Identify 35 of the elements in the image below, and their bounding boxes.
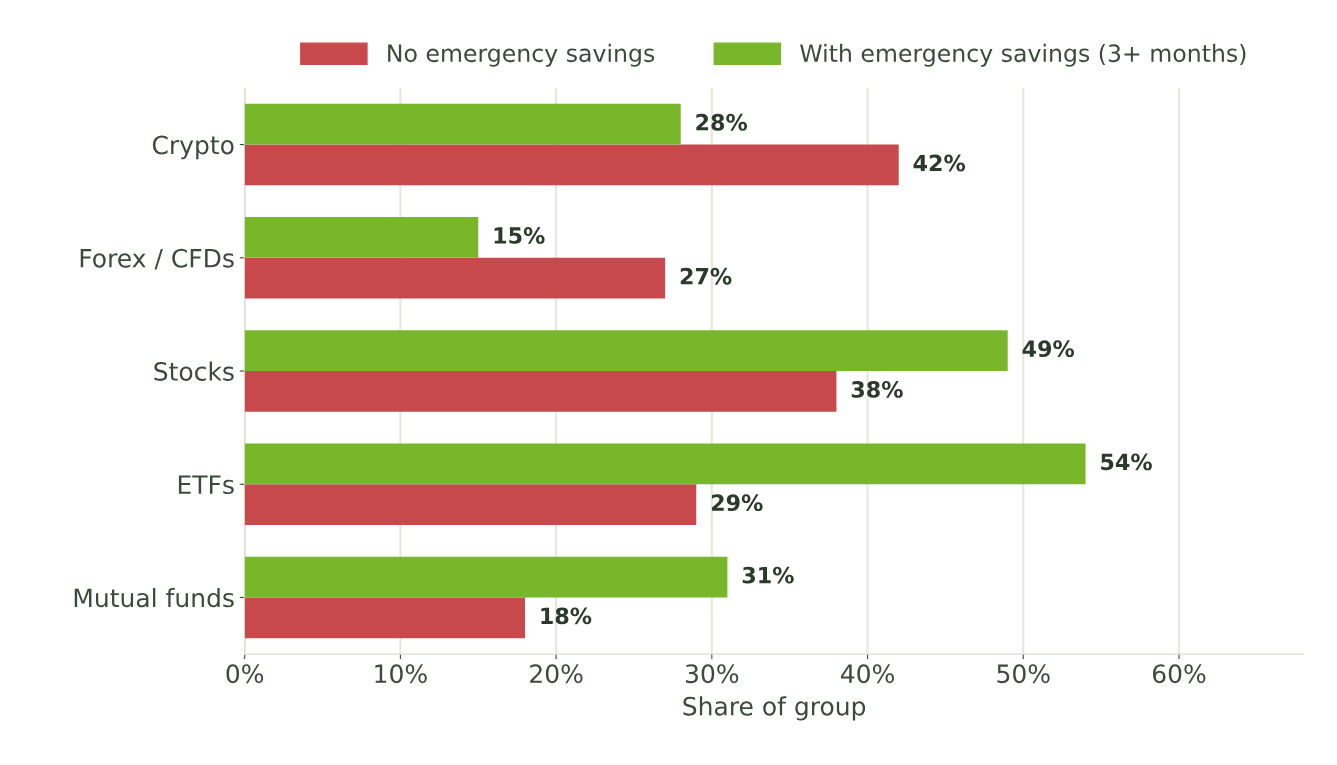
x-tick-label: 0% [226, 664, 264, 684]
x-tick-label: 60% [1152, 664, 1206, 684]
data-label: 15% [494, 227, 545, 244]
data-label: 54% [1101, 453, 1152, 471]
x-tick-label: 50% [997, 664, 1050, 684]
y-tick-label: ETFs [178, 475, 234, 495]
y-tick-label: Mutual funds [74, 587, 234, 608]
y-tick-label: Forex / CFDs [80, 248, 234, 270]
data-label: 28% [696, 113, 748, 131]
x-tick-label: 10% [375, 664, 427, 684]
x-tick-label: 40% [841, 664, 894, 684]
x-tick-label: 30% [685, 664, 739, 684]
bar [244, 371, 837, 412]
bar [244, 556, 728, 598]
data-label: 18% [541, 607, 592, 625]
bar [244, 597, 525, 639]
bar [244, 217, 479, 258]
bar [244, 103, 681, 145]
data-label: 49% [1022, 340, 1075, 358]
data-label: 29% [711, 494, 763, 512]
bar [244, 484, 697, 525]
bar [244, 443, 1086, 485]
bar [244, 144, 899, 186]
bar [244, 330, 1008, 372]
data-label: 27% [680, 267, 732, 285]
data-label: 31% [742, 566, 794, 584]
data-label: 38% [851, 381, 903, 398]
y-tick-label: Stocks [154, 361, 234, 381]
bar [244, 257, 666, 299]
x-axis-title: Share of group [683, 696, 866, 721]
y-tick-label: Crypto [152, 135, 234, 160]
x-tick-label: 20% [530, 664, 583, 684]
data-label: 42% [913, 154, 966, 172]
legend-label: With emergency savings (3+ months) [800, 43, 1246, 67]
legend-label: No emergency savings [388, 43, 655, 67]
